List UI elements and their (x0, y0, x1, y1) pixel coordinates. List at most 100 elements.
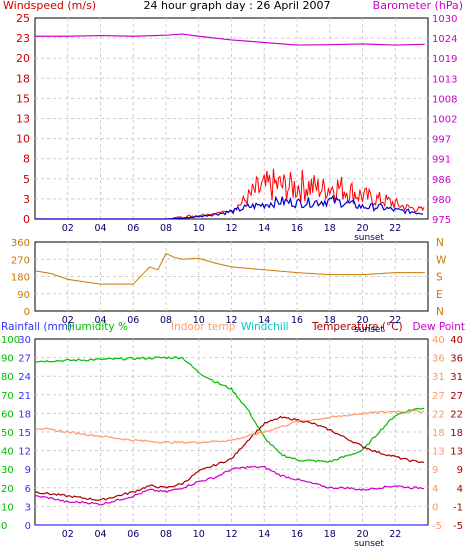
wind-tick-label: 23 (16, 32, 30, 45)
x-tick-label: 04 (94, 529, 106, 540)
humidity-tick-label: 70 (1, 391, 14, 402)
compass-label: N (436, 306, 444, 318)
wind-tick-label: 18 (16, 72, 30, 85)
baro-tick-label: 1008 (432, 94, 457, 105)
chart-marks: 0358101315182023259759809869919971002100… (1, 12, 463, 549)
humidity-tick-label: 90 (1, 354, 14, 365)
rainfall-tick-label: 27 (18, 354, 31, 365)
baro-tick-label: 1024 (432, 34, 457, 45)
legend-rainfall: Rainfall (mm) (1, 321, 72, 333)
x-tick-label: 10 (193, 223, 205, 234)
temperature-tick-label: 13 (450, 447, 463, 458)
rainfall-tick-label: 30 (18, 335, 31, 346)
x-tick-label: 12 (225, 529, 237, 540)
indoor-tick-label: 40 (432, 335, 445, 346)
humidity-line (34, 356, 425, 464)
x-tick-label: 02 (62, 223, 74, 234)
wind-tick-label: 13 (16, 113, 30, 126)
x-tick-label: 06 (127, 529, 139, 540)
direction-tick-label: 270 (11, 255, 30, 266)
x-tick-label: 10 (193, 529, 205, 540)
x-tick-label: 18 (324, 529, 336, 540)
temperature-tick-label: 40 (450, 335, 463, 346)
humidity-tick-label: 80 (1, 372, 14, 383)
rainfall-tick-label: 15 (18, 428, 31, 439)
x-tick-label: 14 (258, 315, 270, 326)
rainfall-tick-label: 0 (25, 521, 31, 532)
x-tick-label: 08 (160, 529, 172, 540)
indoor-tick-label: -5 (432, 521, 442, 532)
x-tick-label: 02 (62, 529, 74, 540)
x-tick-label: 16 (291, 223, 303, 234)
rainfall-tick-label: 9 (25, 465, 31, 476)
temperature-tick-label: -1 (453, 502, 463, 513)
x-tick-label: 16 (291, 529, 303, 540)
baro-tick-label: 1002 (432, 115, 457, 126)
temperature-tick-label: 27 (450, 391, 463, 402)
indoor-tick-label: 4 (432, 484, 438, 495)
indoor-tick-label: 0 (432, 502, 438, 513)
indoor-tick-label: 27 (432, 391, 445, 402)
indoor-tick-label: 22 (432, 409, 445, 420)
x-tick-label: 20 (356, 223, 368, 234)
legend-temperature: Temperature (°C) (311, 321, 403, 333)
wind-tick-label: 15 (16, 92, 30, 105)
rainfall-tick-label: 12 (18, 447, 31, 458)
wind-tick-label: 5 (23, 173, 30, 186)
baro-tick-label: 975 (432, 215, 451, 226)
wind-tick-label: 0 (23, 213, 30, 226)
x-tick-label: 22 (389, 315, 401, 326)
humidity-tick-label: 20 (1, 484, 14, 495)
rainfall-tick-label: 6 (25, 484, 31, 495)
wind-avg-line (35, 194, 424, 220)
temperature-tick-label: 22 (450, 409, 463, 420)
humidity-tick-label: 100 (1, 335, 20, 346)
x-tick-label: 08 (160, 223, 172, 234)
wind-tick-label: 20 (16, 52, 30, 65)
barometer-line (35, 33, 425, 46)
rainfall-tick-label: 21 (18, 391, 31, 402)
x-tick-label: 06 (127, 315, 139, 326)
baro-tick-label: 980 (432, 195, 451, 206)
barometer-axis-title: Barometer (hPa) (373, 0, 463, 12)
humidity-tick-label: 10 (1, 502, 14, 513)
indoor-tick-label: 31 (432, 372, 445, 383)
x-tick-label: 10 (193, 315, 205, 326)
indoor-tick-label: 18 (432, 428, 445, 439)
x-tick-label: 16 (291, 315, 303, 326)
temperature-tick-label: 9 (457, 465, 463, 476)
indoor-temp-line (34, 409, 425, 445)
wind-tick-label: 25 (16, 12, 30, 25)
legend-humidity: Humidity % (67, 321, 128, 333)
x-tick-label: 22 (389, 223, 401, 234)
x-tick-label: 06 (127, 223, 139, 234)
baro-tick-label: 986 (432, 175, 451, 186)
x-tick-label: 14 (258, 223, 270, 234)
compass-label: S (436, 272, 443, 284)
compass-label: N (436, 237, 444, 249)
legend-windchill: Windchill (241, 321, 289, 333)
indoor-tick-label: 13 (432, 447, 445, 458)
baro-tick-label: 997 (432, 135, 451, 146)
x-tick-label: 12 (225, 315, 237, 326)
wind-tick-label: 8 (23, 153, 30, 166)
indoor-tick-label: 36 (432, 354, 445, 365)
humidity-tick-label: 40 (1, 447, 14, 458)
x-tick-label: 02 (62, 315, 74, 326)
compass-label: W (436, 254, 447, 266)
dew-point-line (34, 465, 425, 506)
x-tick-label: 20 (356, 315, 368, 326)
humidity-tick-label: 60 (1, 409, 14, 420)
x-tick-label: 12 (225, 223, 237, 234)
sunset-label: sunset (354, 233, 384, 243)
rainfall-tick-label: 18 (18, 409, 31, 420)
temperature-tick-label: 18 (450, 428, 463, 439)
temperature-tick-label: 4 (457, 484, 463, 495)
x-tick-label: 18 (324, 223, 336, 234)
direction-tick-label: 0 (24, 307, 30, 318)
chart-title: 24 hour graph day : 26 April 2007 (144, 0, 331, 12)
direction-panel-frame (34, 241, 429, 312)
baro-tick-label: 991 (432, 155, 451, 166)
temperature-tick-label: 36 (450, 354, 463, 365)
